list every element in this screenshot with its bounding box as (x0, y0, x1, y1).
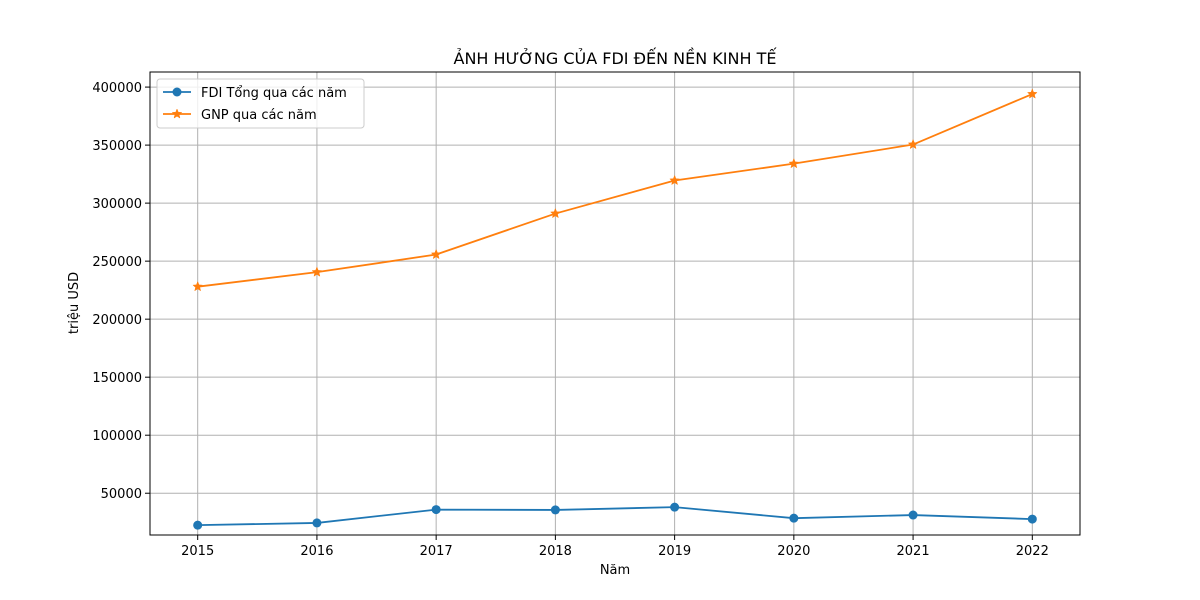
x-tick-label: 2020 (777, 544, 810, 559)
legend-entry: GNP qua các năm (163, 108, 317, 123)
data-point-star (311, 266, 323, 277)
legend-entry: FDI Tổng qua các năm (163, 86, 347, 101)
y-tick-label: 300000 (92, 197, 142, 212)
data-point-circle (431, 505, 441, 515)
legend-label: GNP qua các năm (201, 108, 317, 123)
series-1 (193, 502, 1037, 530)
series-2 (192, 88, 1038, 292)
y-tick-label: 250000 (92, 255, 142, 270)
x-tick-label: 2019 (658, 544, 691, 559)
grid (150, 72, 1080, 535)
data-point-star (549, 207, 561, 219)
axis-ticks: 2015 2016 2017 2018 2019 2020 2021 2022 50000 100… (92, 81, 1048, 559)
y-tick-label: 50000 (101, 487, 142, 502)
y-tick-label: 100000 (92, 429, 142, 444)
x-tick-label: 2018 (539, 544, 572, 559)
series-line (197, 93, 1033, 288)
data-point-circle (670, 502, 680, 512)
chart-title: ẢNH HƯỞNG CỦA FDI ĐẾN NỀN KINH TẾ (454, 47, 778, 68)
data-point-circle (1027, 514, 1037, 524)
data-point-circle (193, 520, 203, 530)
data-point-circle (908, 510, 918, 520)
x-tick-label: 2022 (1016, 544, 1049, 559)
data-point-circle (550, 505, 560, 515)
data-point-star (788, 157, 800, 169)
y-axis-label: triệu USD (67, 272, 82, 334)
x-tick-label: 2017 (420, 544, 453, 559)
data-point-star (430, 248, 442, 260)
plot-frame (149, 71, 1081, 536)
x-tick-label: 2016 (300, 544, 333, 559)
y-tick-label: 200000 (92, 313, 142, 328)
x-axis-label: Năm (600, 563, 630, 578)
y-tick-label: 350000 (92, 139, 142, 154)
x-tick-label: 2021 (897, 544, 930, 559)
data-point-star (192, 281, 204, 292)
data-point-star (669, 174, 681, 186)
legend-marker (171, 108, 183, 119)
legend-label: FDI Tổng qua các năm (201, 86, 347, 101)
series-layer (192, 88, 1038, 530)
data-point-circle (312, 518, 322, 528)
x-tick-label: 2015 (181, 544, 214, 559)
y-tick-label: 400000 (92, 81, 142, 96)
legend-marker (172, 87, 182, 97)
y-tick-label: 150000 (92, 371, 142, 386)
legend-box (156, 78, 365, 129)
series-line (197, 506, 1033, 527)
data-point-star (907, 138, 919, 150)
data-point-star (1026, 88, 1038, 99)
legend: FDI Tổng qua các năm GNP qua các năm (156, 78, 365, 129)
data-point-circle (789, 513, 799, 523)
